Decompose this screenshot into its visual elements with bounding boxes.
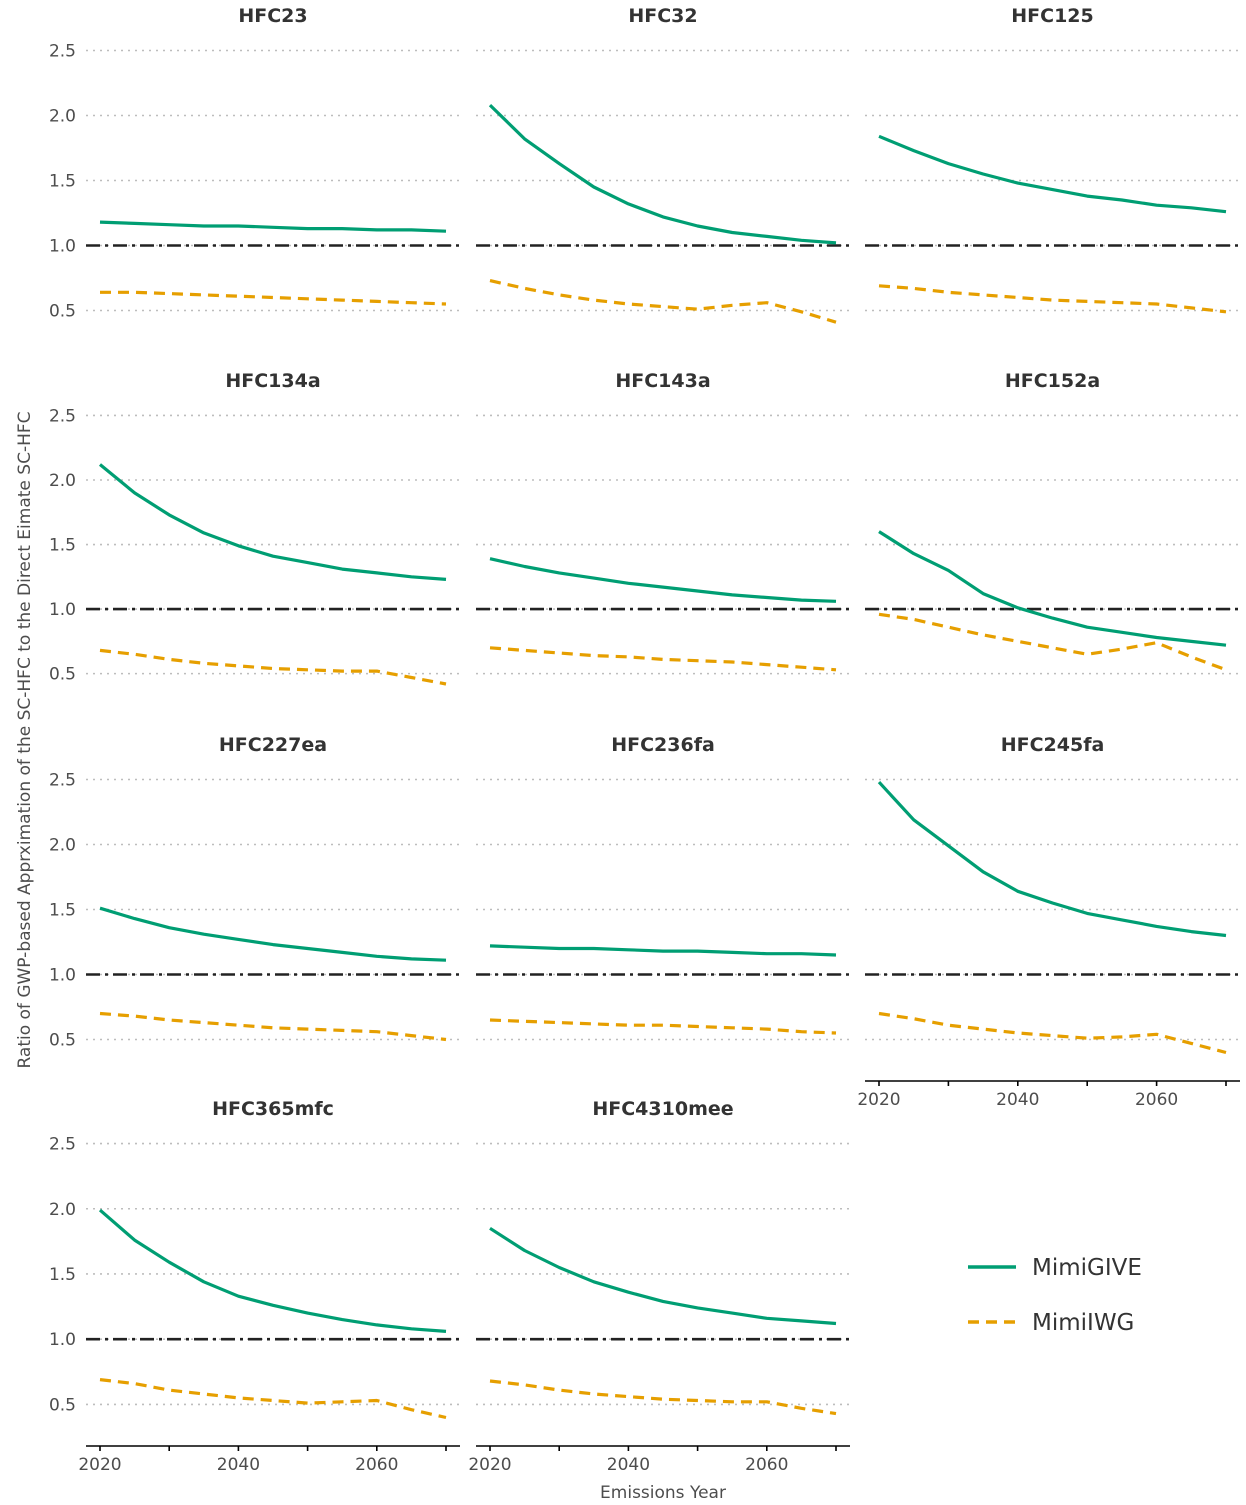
x-tick-label: 2020 [468, 1455, 511, 1475]
y-tick-label: 2.5 [49, 406, 76, 426]
x-tick-label: 2040 [996, 1090, 1039, 1110]
panel-hfc245fa: HFC245fa 2020 2040 2060 [857, 734, 1240, 1110]
series-line-mimiiwg [99, 1011, 447, 1042]
y-tick-label: 0.5 [49, 302, 76, 322]
series-line-mimigive [98, 1208, 447, 1333]
panel-title: HFC152a [1005, 370, 1100, 392]
panel-title: HFC23 [238, 5, 307, 27]
panel-title: HFC125 [1011, 5, 1094, 27]
series-line-mimigive [98, 463, 447, 581]
series-line-mimigive [489, 557, 837, 603]
panel-hfc152a: HFC152a [865, 370, 1240, 675]
y-tick-label: 1.0 [49, 600, 76, 620]
series-line-mimigive [878, 530, 1227, 647]
y-tick-label: 1.5 [49, 901, 76, 921]
series-line-mimigive [877, 781, 1227, 938]
y-tick-label: 1.5 [49, 172, 76, 192]
x-axis-title: Emissions Year [600, 1483, 726, 1503]
y-tick-label: 2.0 [49, 471, 76, 491]
y-tick-label: 2.5 [49, 42, 76, 62]
series-line-mimigive [99, 906, 447, 962]
panel-hfc143a: HFC143a [476, 370, 850, 675]
legend-label: MimiGIVE [1032, 1255, 1142, 1281]
y-tick-label: 2.5 [49, 1135, 76, 1155]
y-tick-label: 0.5 [49, 1031, 76, 1051]
x-tick-label: 2060 [1135, 1090, 1178, 1110]
panel-title: HFC134a [225, 370, 320, 392]
panel-title: HFC227ea [219, 734, 327, 756]
panel-hfc236fa: HFC236fa [476, 734, 850, 1041]
series-line-mimigive [99, 220, 447, 233]
series-line-mimigive [489, 944, 837, 957]
panel-hfc134a: HFC134a [86, 370, 460, 686]
series-line-mimiiwg [99, 1378, 447, 1420]
x-tick-label: 2020 [78, 1455, 121, 1475]
series-line-mimigive [878, 134, 1227, 214]
series-line-mimiiwg [878, 1011, 1227, 1055]
series-line-mimiiwg [489, 646, 837, 672]
panel-title: HFC32 [628, 5, 697, 27]
panel-title: HFC245fa [1001, 734, 1105, 756]
series-line-mimiiwg [878, 284, 1227, 314]
panel-hfc227ea: HFC227ea [86, 734, 460, 1042]
panel-title: HFC4310mee [592, 1098, 733, 1120]
y-axis-title: Ratio of GWP-based Apprximation of the S… [15, 411, 35, 1068]
panel-hfc365mfc: HFC365mfc 2020 2040 2060 [78, 1098, 460, 1475]
series-line-mimiiwg [878, 612, 1227, 672]
series-line-mimiiwg [489, 279, 837, 324]
y-tick-label: 0.5 [49, 665, 76, 685]
x-tick-label: 2040 [607, 1455, 650, 1475]
y-tick-label: 1.0 [49, 966, 76, 986]
legend: MimiGIVE MimiIWG [968, 1255, 1142, 1336]
x-tick-label: 2060 [745, 1455, 788, 1475]
x-tick-label: 2060 [355, 1455, 398, 1475]
y-tick-label: 1.0 [49, 237, 76, 257]
panel-title: HFC236fa [611, 734, 715, 756]
series-line-mimigive [489, 1226, 837, 1326]
series-line-mimigive [488, 103, 837, 245]
legend-label: MimiIWG [1032, 1310, 1134, 1336]
panel-hfc32: HFC32 [476, 5, 850, 324]
panel-hfc125: HFC125 [865, 5, 1240, 314]
series-line-mimiiwg [99, 648, 447, 686]
x-tick-label: 2020 [857, 1090, 900, 1110]
panel-title: HFC143a [615, 370, 710, 392]
y-tick-label: 1.0 [49, 1330, 76, 1350]
series-line-mimiiwg [489, 1379, 837, 1416]
y-tick-label: 0.5 [49, 1395, 76, 1415]
y-tick-label: 2.5 [49, 771, 76, 791]
series-line-mimiiwg [100, 290, 447, 306]
y-tick-label: 2.0 [49, 836, 76, 856]
panel-hfc23: HFC23 [86, 5, 460, 312]
y-tick-label: 1.5 [49, 1265, 76, 1285]
x-tick-label: 2040 [217, 1455, 260, 1475]
y-tick-label: 2.0 [49, 107, 76, 127]
panel-title: HFC365mfc [212, 1098, 334, 1120]
y-tick-label: 2.0 [49, 1200, 76, 1220]
panel-hfc4310mee: HFC4310mee 2020 2040 2060 [468, 1098, 850, 1475]
series-line-mimiiwg [489, 1018, 837, 1035]
y-tick-label: 1.5 [49, 536, 76, 556]
